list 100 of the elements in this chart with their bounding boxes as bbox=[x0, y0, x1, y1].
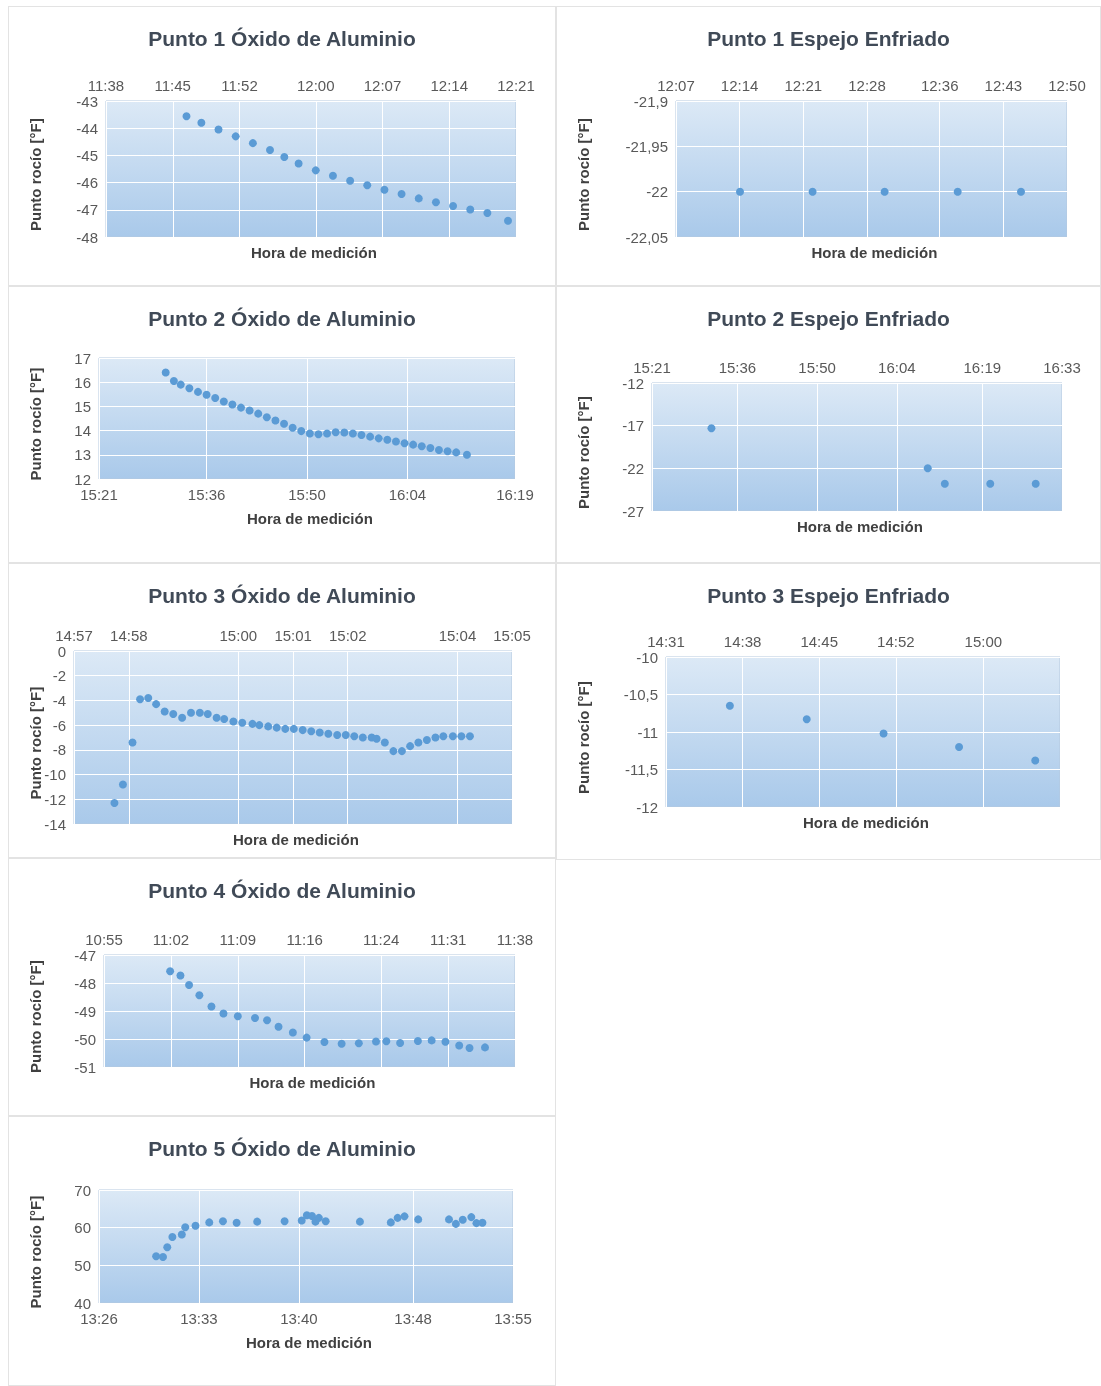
y-tick-label: 50 bbox=[74, 1256, 91, 1274]
point bbox=[207, 1002, 216, 1011]
y-tick-label: -6 bbox=[52, 716, 66, 734]
point bbox=[1031, 479, 1040, 488]
point bbox=[229, 717, 238, 726]
point bbox=[314, 1213, 323, 1222]
y-tick-label: 12 bbox=[74, 470, 91, 488]
point bbox=[152, 1252, 161, 1261]
y-tick-label: -27 bbox=[622, 502, 644, 520]
point bbox=[168, 1233, 177, 1242]
y-tick-label: -11,5 bbox=[624, 761, 658, 778]
y-axis-title: Punto rocío [°F] bbox=[27, 686, 44, 800]
point bbox=[443, 447, 452, 456]
point bbox=[467, 1213, 476, 1222]
point bbox=[211, 393, 220, 402]
point bbox=[202, 390, 211, 399]
point bbox=[374, 434, 383, 443]
point bbox=[441, 1037, 450, 1046]
y-tick-label: -21,9 bbox=[633, 92, 668, 110]
point bbox=[414, 1215, 423, 1224]
point bbox=[1031, 756, 1040, 765]
point bbox=[161, 368, 170, 377]
point bbox=[802, 715, 811, 724]
point bbox=[182, 112, 191, 121]
x-axis-title: Hora de medición bbox=[803, 814, 929, 831]
x-tick-label: 15:50 bbox=[288, 486, 326, 503]
point bbox=[400, 439, 409, 448]
x-tick-label: 15:36 bbox=[718, 359, 757, 376]
x-tick-label: 14:58 bbox=[110, 627, 148, 644]
point bbox=[264, 722, 273, 731]
y-axis-title: Punto rocío [°F] bbox=[575, 681, 592, 794]
point bbox=[879, 729, 888, 738]
chart-title: Punto 3 Óxido de Aluminio bbox=[148, 584, 416, 607]
point bbox=[186, 708, 195, 717]
point bbox=[238, 718, 247, 727]
point bbox=[417, 442, 426, 451]
y-axis-title: Punto rocío [°F] bbox=[27, 367, 44, 481]
y-tick-label: -48 bbox=[76, 228, 98, 246]
y-tick-label: -12 bbox=[622, 374, 644, 392]
point bbox=[248, 139, 257, 148]
point bbox=[389, 747, 398, 756]
point bbox=[409, 440, 418, 449]
point bbox=[350, 732, 359, 741]
y-tick-label: 13 bbox=[74, 446, 91, 464]
x-tick-label: 12:07 bbox=[657, 77, 695, 94]
point bbox=[380, 738, 389, 747]
x-tick-label: 12:14 bbox=[720, 77, 759, 94]
point bbox=[465, 732, 474, 741]
point bbox=[297, 427, 306, 436]
x-tick-label: 13:40 bbox=[280, 1310, 318, 1327]
y-tick-label: -22,05 bbox=[625, 228, 668, 246]
point bbox=[262, 413, 271, 422]
x-tick-label: 11:24 bbox=[362, 931, 400, 948]
point bbox=[288, 1028, 297, 1037]
point bbox=[214, 125, 223, 134]
x-tick-label: 11:38 bbox=[496, 931, 534, 948]
x-tick-label: 12:28 bbox=[848, 77, 886, 94]
point bbox=[323, 429, 332, 438]
point bbox=[504, 216, 512, 225]
x-tick-label: 16:19 bbox=[963, 359, 1002, 376]
point bbox=[431, 733, 440, 742]
x-tick-label: 16:04 bbox=[878, 359, 916, 376]
point bbox=[177, 1230, 186, 1239]
point bbox=[355, 1217, 364, 1226]
point bbox=[465, 1043, 474, 1052]
x-tick-label: 11:02 bbox=[152, 931, 190, 948]
chart-title: Punto 1 Espejo Enfriado bbox=[707, 27, 950, 50]
x-tick-label: 13:26 bbox=[80, 1310, 118, 1327]
point bbox=[328, 171, 337, 180]
x-tick-label: 14:52 bbox=[877, 633, 915, 650]
x-tick-label: 12:21 bbox=[784, 77, 823, 94]
point bbox=[255, 721, 264, 730]
point bbox=[427, 1036, 436, 1045]
x-tick-label: 15:21 bbox=[80, 486, 118, 503]
point bbox=[272, 723, 281, 732]
y-tick-label: 60 bbox=[74, 1219, 91, 1237]
y-tick-label: -10 bbox=[44, 766, 66, 784]
x-tick-label: 14:57 bbox=[55, 627, 93, 644]
x-axis-title: Hora de medición bbox=[797, 518, 923, 535]
y-tick-label: -2 bbox=[52, 667, 66, 685]
x-tick-label: 11:52 bbox=[221, 77, 258, 94]
point bbox=[341, 731, 350, 740]
point bbox=[462, 450, 471, 459]
point bbox=[311, 166, 320, 175]
y-tick-label: 16 bbox=[74, 373, 91, 391]
point bbox=[346, 176, 355, 185]
point bbox=[363, 181, 372, 190]
point bbox=[466, 205, 475, 214]
point bbox=[302, 1033, 311, 1042]
point bbox=[478, 1218, 487, 1227]
y-tick-label: -4 bbox=[52, 691, 66, 709]
x-tick-label: 11:38 bbox=[87, 77, 125, 94]
point bbox=[391, 437, 400, 446]
point bbox=[383, 435, 392, 444]
x-tick-label: 10:55 bbox=[85, 931, 123, 948]
point bbox=[144, 693, 153, 702]
x-tick-label: 12:00 bbox=[297, 77, 335, 94]
x-tick-label: 11:31 bbox=[429, 931, 467, 948]
x-tick-label: 12:50 bbox=[1048, 77, 1086, 94]
x-tick-label: 11:45 bbox=[154, 77, 191, 94]
